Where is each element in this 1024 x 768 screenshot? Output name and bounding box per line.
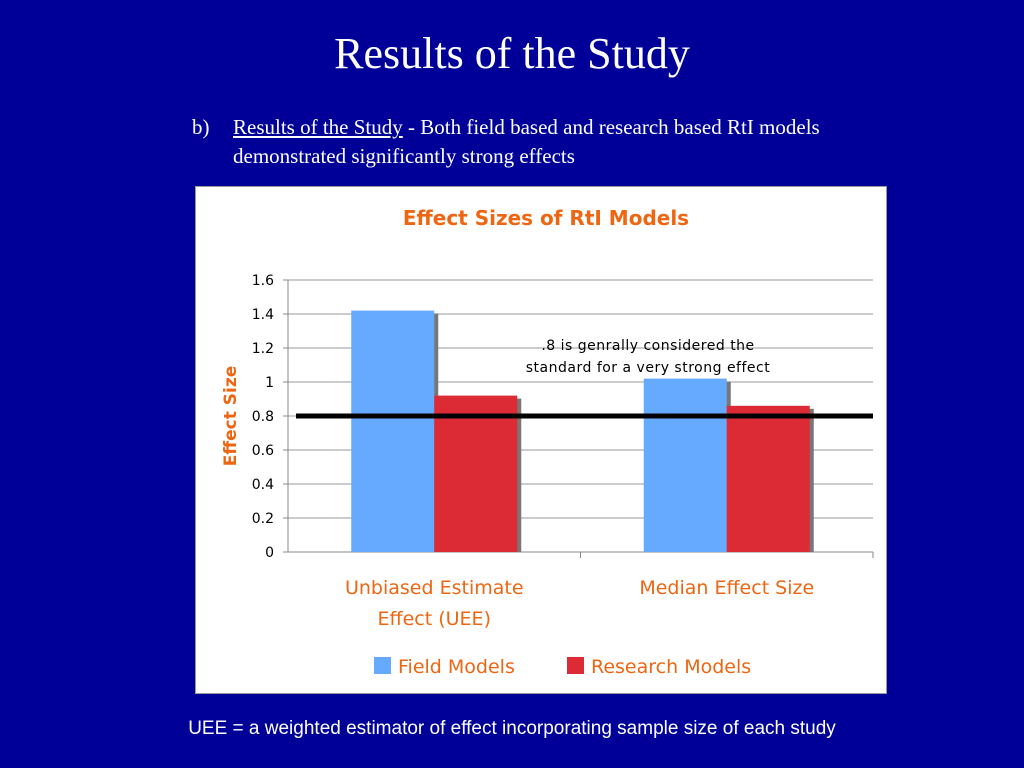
footnote: UEE = a weighted estimator of effect inc…	[188, 718, 836, 739]
y-axis-label: Effect Size	[221, 366, 241, 467]
bullet-text: Results of the Study - Both field based …	[233, 113, 892, 171]
effect-size-chart: Effect Sizes of RtI Models Effect Size 0 0.…	[221, 206, 874, 678]
x-category-label: Effect (UEE)	[378, 608, 491, 630]
y-tick-label: 0.4	[252, 477, 274, 493]
y-tick-label: 0.6	[252, 443, 274, 459]
bullet-marker: b)	[192, 115, 210, 139]
x-category-label: Median Effect Size	[639, 577, 814, 599]
bullet-link[interactable]: Results of the Study	[233, 115, 403, 139]
y-tick-label: 0	[265, 545, 274, 561]
bullet-point: b) Results of the Study - Both field bas…	[192, 113, 892, 171]
chart-title: Effect Sizes of RtI Models	[403, 206, 689, 230]
legend-label-research: Research Models	[591, 656, 751, 678]
y-tick-label: 1.4	[252, 307, 274, 323]
slide-title: Results of the Study	[334, 29, 690, 78]
bar-field-2	[643, 378, 727, 552]
legend-swatch-research	[567, 657, 584, 674]
bar-research-2	[726, 405, 810, 552]
y-tick-label: 0.8	[252, 409, 274, 425]
y-tick-label: 1.2	[252, 341, 274, 357]
y-tick-label: 1.6	[252, 273, 274, 289]
legend-swatch-field	[374, 657, 391, 674]
x-category-label: Unbiased Estimate	[345, 577, 524, 599]
bar-research-1	[434, 395, 518, 552]
y-tick-label: 1	[265, 375, 274, 391]
bar-field-1	[351, 310, 435, 552]
y-tick-label: 0.2	[252, 511, 274, 527]
annotation-text: .8 is genrally considered the	[541, 338, 754, 354]
chart-container: Effect Sizes of RtI Models Effect Size 0 0.…	[195, 186, 887, 694]
annotation-text: standard for a very strong effect	[526, 360, 770, 376]
bullet-description: - Both field based and research based Rt…	[233, 115, 820, 168]
legend-label-field: Field Models	[398, 656, 515, 678]
